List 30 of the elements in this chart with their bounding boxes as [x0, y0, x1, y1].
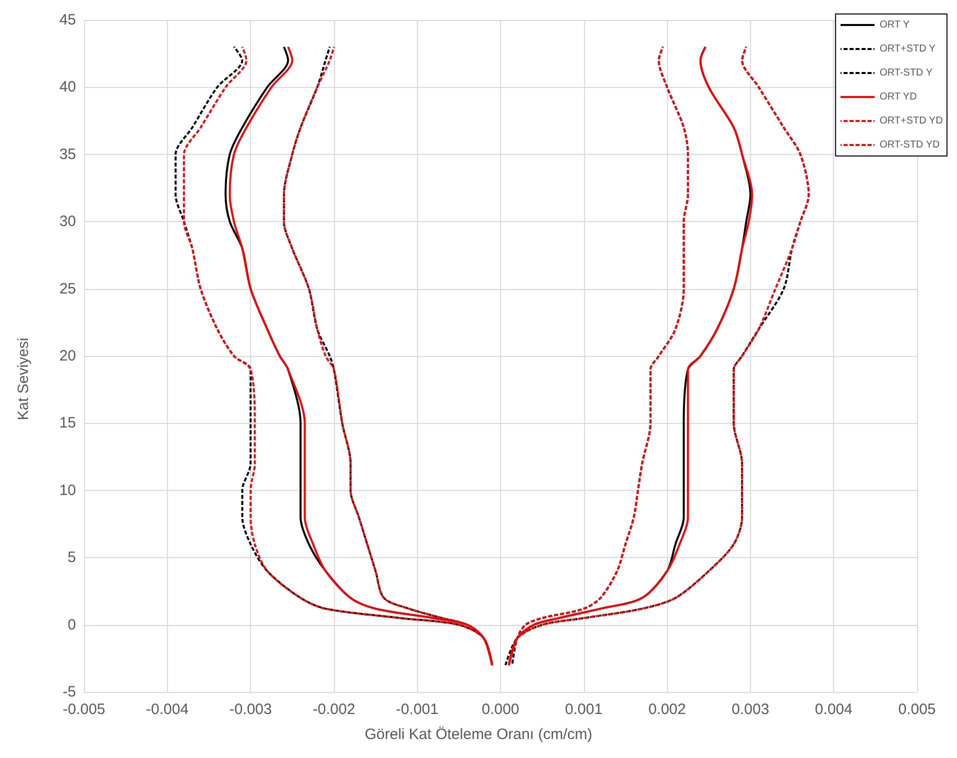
y-tick-label: 10 [59, 482, 76, 499]
y-tick-label: 0 [68, 616, 76, 634]
x-tick-label: 0.001 [565, 701, 603, 718]
x-tick-label: 0.005 [898, 701, 936, 718]
legend-label: ORT-STD Y [880, 68, 933, 78]
x-axis-title: Göreli Kat Öteleme Oranı (cm/cm) [364, 726, 592, 743]
y-tick-label: -5 [62, 684, 76, 700]
y-tick-label: 45 [59, 12, 76, 28]
legend-label: ORT Y [880, 20, 910, 30]
x-tick-label: -0.001 [396, 701, 438, 718]
legend-label: ORT-STD YD [880, 140, 940, 150]
x-tick-label: 0.003 [732, 701, 770, 718]
x-tick-label: 0.004 [814, 701, 852, 718]
x-tick-label: -0.004 [146, 701, 189, 718]
y-tick-label: 40 [59, 78, 76, 96]
x-tick-label: -0.002 [312, 701, 356, 718]
x-tick-label: 0.002 [648, 701, 686, 718]
legend-label: ORT+STD YD [880, 116, 943, 126]
y-tick-label: 5 [68, 549, 76, 566]
x-tick-label: 0.000 [482, 701, 520, 718]
y-tick-label: 35 [59, 146, 76, 163]
y-tick-label: 30 [59, 213, 76, 230]
y-tick-label: 20 [59, 348, 76, 364]
y-tick-label: 15 [59, 414, 76, 432]
x-tick-label: -0.003 [229, 701, 272, 718]
legend-label: ORT+STD Y [880, 44, 936, 54]
y-axis-title: Kat Seviyesi [15, 338, 32, 420]
legend-label: ORT YD [880, 92, 917, 102]
x-tick-label: -0.005 [62, 701, 106, 718]
y-tick-label: 25 [59, 280, 76, 298]
